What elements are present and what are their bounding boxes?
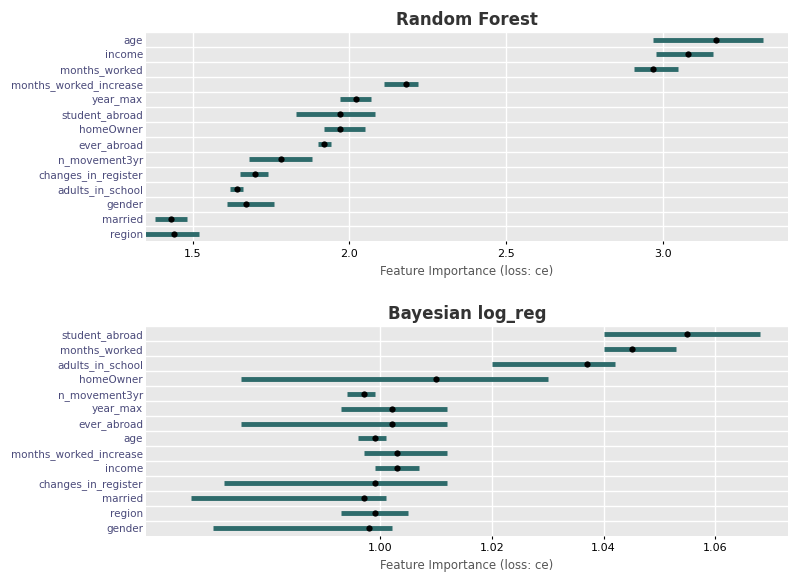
Bar xyxy=(146,32,788,47)
Bar xyxy=(146,356,788,371)
Bar xyxy=(146,181,788,196)
Bar xyxy=(146,491,788,506)
Bar xyxy=(146,446,788,461)
Bar xyxy=(146,431,788,446)
Bar xyxy=(146,62,788,77)
Bar xyxy=(146,371,788,386)
Bar xyxy=(146,521,788,536)
Bar xyxy=(146,416,788,431)
Bar xyxy=(146,92,788,107)
Bar xyxy=(146,226,788,241)
Bar xyxy=(146,77,788,92)
Bar xyxy=(146,476,788,491)
Title: Random Forest: Random Forest xyxy=(396,11,538,29)
Bar xyxy=(146,47,788,62)
Bar xyxy=(146,137,788,152)
Bar xyxy=(146,212,788,226)
Bar xyxy=(146,506,788,521)
Bar xyxy=(146,386,788,401)
Bar xyxy=(146,461,788,476)
Bar xyxy=(146,326,788,341)
Bar xyxy=(146,152,788,167)
X-axis label: Feature Importance (loss: ce): Feature Importance (loss: ce) xyxy=(380,265,554,278)
Title: Bayesian log_reg: Bayesian log_reg xyxy=(388,305,547,324)
Bar xyxy=(146,341,788,356)
Bar xyxy=(146,196,788,212)
Bar xyxy=(146,122,788,137)
X-axis label: Feature Importance (loss: ce): Feature Importance (loss: ce) xyxy=(380,559,554,572)
Bar xyxy=(146,167,788,181)
Bar xyxy=(146,107,788,122)
Bar xyxy=(146,401,788,416)
